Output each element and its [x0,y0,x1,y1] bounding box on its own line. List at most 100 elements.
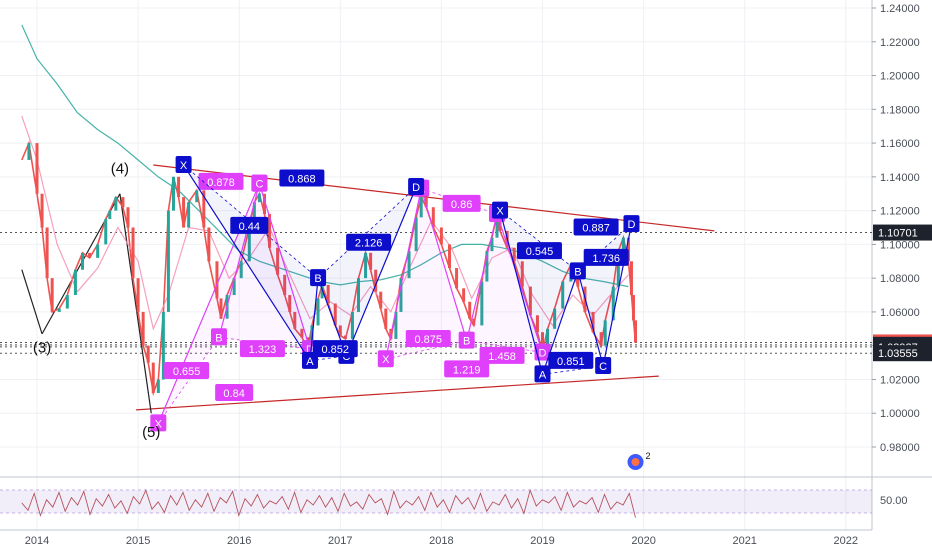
ratio-label: 0.868 [288,174,316,186]
candle [603,320,607,346]
point-box [310,269,327,287]
y-tick-label: 1.12000 [880,206,920,218]
y-tick-label: 1.06000 [880,307,920,319]
candle [512,247,516,262]
candle [495,213,499,238]
wave-label: (3) [33,339,51,356]
candle [333,303,337,326]
point-label: C [599,361,607,373]
pink-pattern-2-fill-bcd [466,213,543,353]
candle [350,311,354,339]
blue-pattern-2-ratio: 0.851 [548,351,594,369]
ratio-label: 0.851 [557,356,585,368]
candle [202,190,206,228]
ratio-box [444,360,490,378]
candle [599,332,603,346]
candle [419,197,423,218]
point-box [534,343,551,361]
y-tick-label: 1.20000 [880,71,920,83]
candle [394,311,398,339]
candle [629,261,633,296]
point-box [175,156,192,174]
ratio-box [198,172,244,190]
candle [546,328,550,353]
x-tick-label: 2022 [834,535,858,547]
blue-pattern-2-point-c: C [595,356,612,374]
pink-pattern-2-ac [421,188,498,215]
candle [73,269,77,296]
candle [535,315,539,333]
candle [65,295,69,309]
candle [379,291,383,309]
point-label: C [255,179,263,191]
point-box [408,177,425,195]
candle [171,176,175,211]
pink-pattern-2-point-b: B [458,331,475,349]
ratio-label: 0.852 [321,344,349,356]
pink-pattern-1-fill-bcd [218,183,310,350]
ratio-label: 1.219 [453,364,481,376]
blue-pattern-2-ratio: 0.887 [573,218,619,236]
candle [146,345,150,363]
point-box [595,356,612,374]
blue-pattern-1-ratio: 2.126 [346,233,392,251]
candle [131,227,135,279]
candle [384,308,388,329]
candle [257,193,261,203]
candle [431,207,435,228]
candle [462,288,466,302]
candle [631,295,635,321]
candle [187,202,191,228]
candle [45,227,49,279]
candle [156,379,160,393]
candle [399,278,403,312]
pink-pattern-2-ratio: 1.458 [479,346,525,364]
candle [207,227,211,262]
ratio-box [230,216,269,234]
candle [374,269,378,292]
candle [126,207,130,228]
blue-pattern-2-ratio: 1.736 [583,248,629,266]
blue-pattern-1-fill-bcd [318,186,417,356]
candle [369,252,373,270]
trend-line [21,269,43,335]
pink-pattern-2-ratio: 0.86 [442,194,481,212]
price-label: 1.10701 [878,228,918,240]
point-box [251,174,268,192]
point-label: B [215,332,222,344]
trend-line [136,375,659,411]
ratio-box [479,346,525,364]
candle [490,237,494,252]
price-label-box [873,224,932,241]
candle [424,197,428,208]
candle [338,325,342,336]
blue-pattern-1-point-d: D [408,177,425,195]
pink-pattern-2-bd [466,340,543,353]
candle [634,320,638,343]
blue-pattern-1-point-b: B [310,269,327,287]
candle [80,252,84,270]
x-tick-label: 2019 [530,535,554,547]
candle [219,298,223,319]
blue-pattern-1-ratio: 0.868 [279,169,325,187]
ratio-box [442,194,481,212]
point-label: D [306,344,314,356]
blue-pattern-1-point-x: X [175,156,192,174]
pink-pattern-2-point-d: D [534,343,551,361]
ratio-box [215,383,254,401]
x-tick-label: 2015 [126,535,150,547]
y-tick-label: 1.22000 [880,37,920,49]
point-label: X [180,160,188,172]
point-label: B [574,266,581,278]
point-label: X [155,418,163,430]
blue-pattern-2-point-d: D [623,215,640,233]
pink-pattern-2-ratio: 0.875 [405,329,451,347]
y-tick-label: 1.10000 [880,239,920,251]
wave-label: (4) [111,160,129,177]
candle [316,298,320,326]
pink-pattern-1-point-x: X [150,414,167,432]
point-box [458,331,475,349]
candle [447,244,451,269]
